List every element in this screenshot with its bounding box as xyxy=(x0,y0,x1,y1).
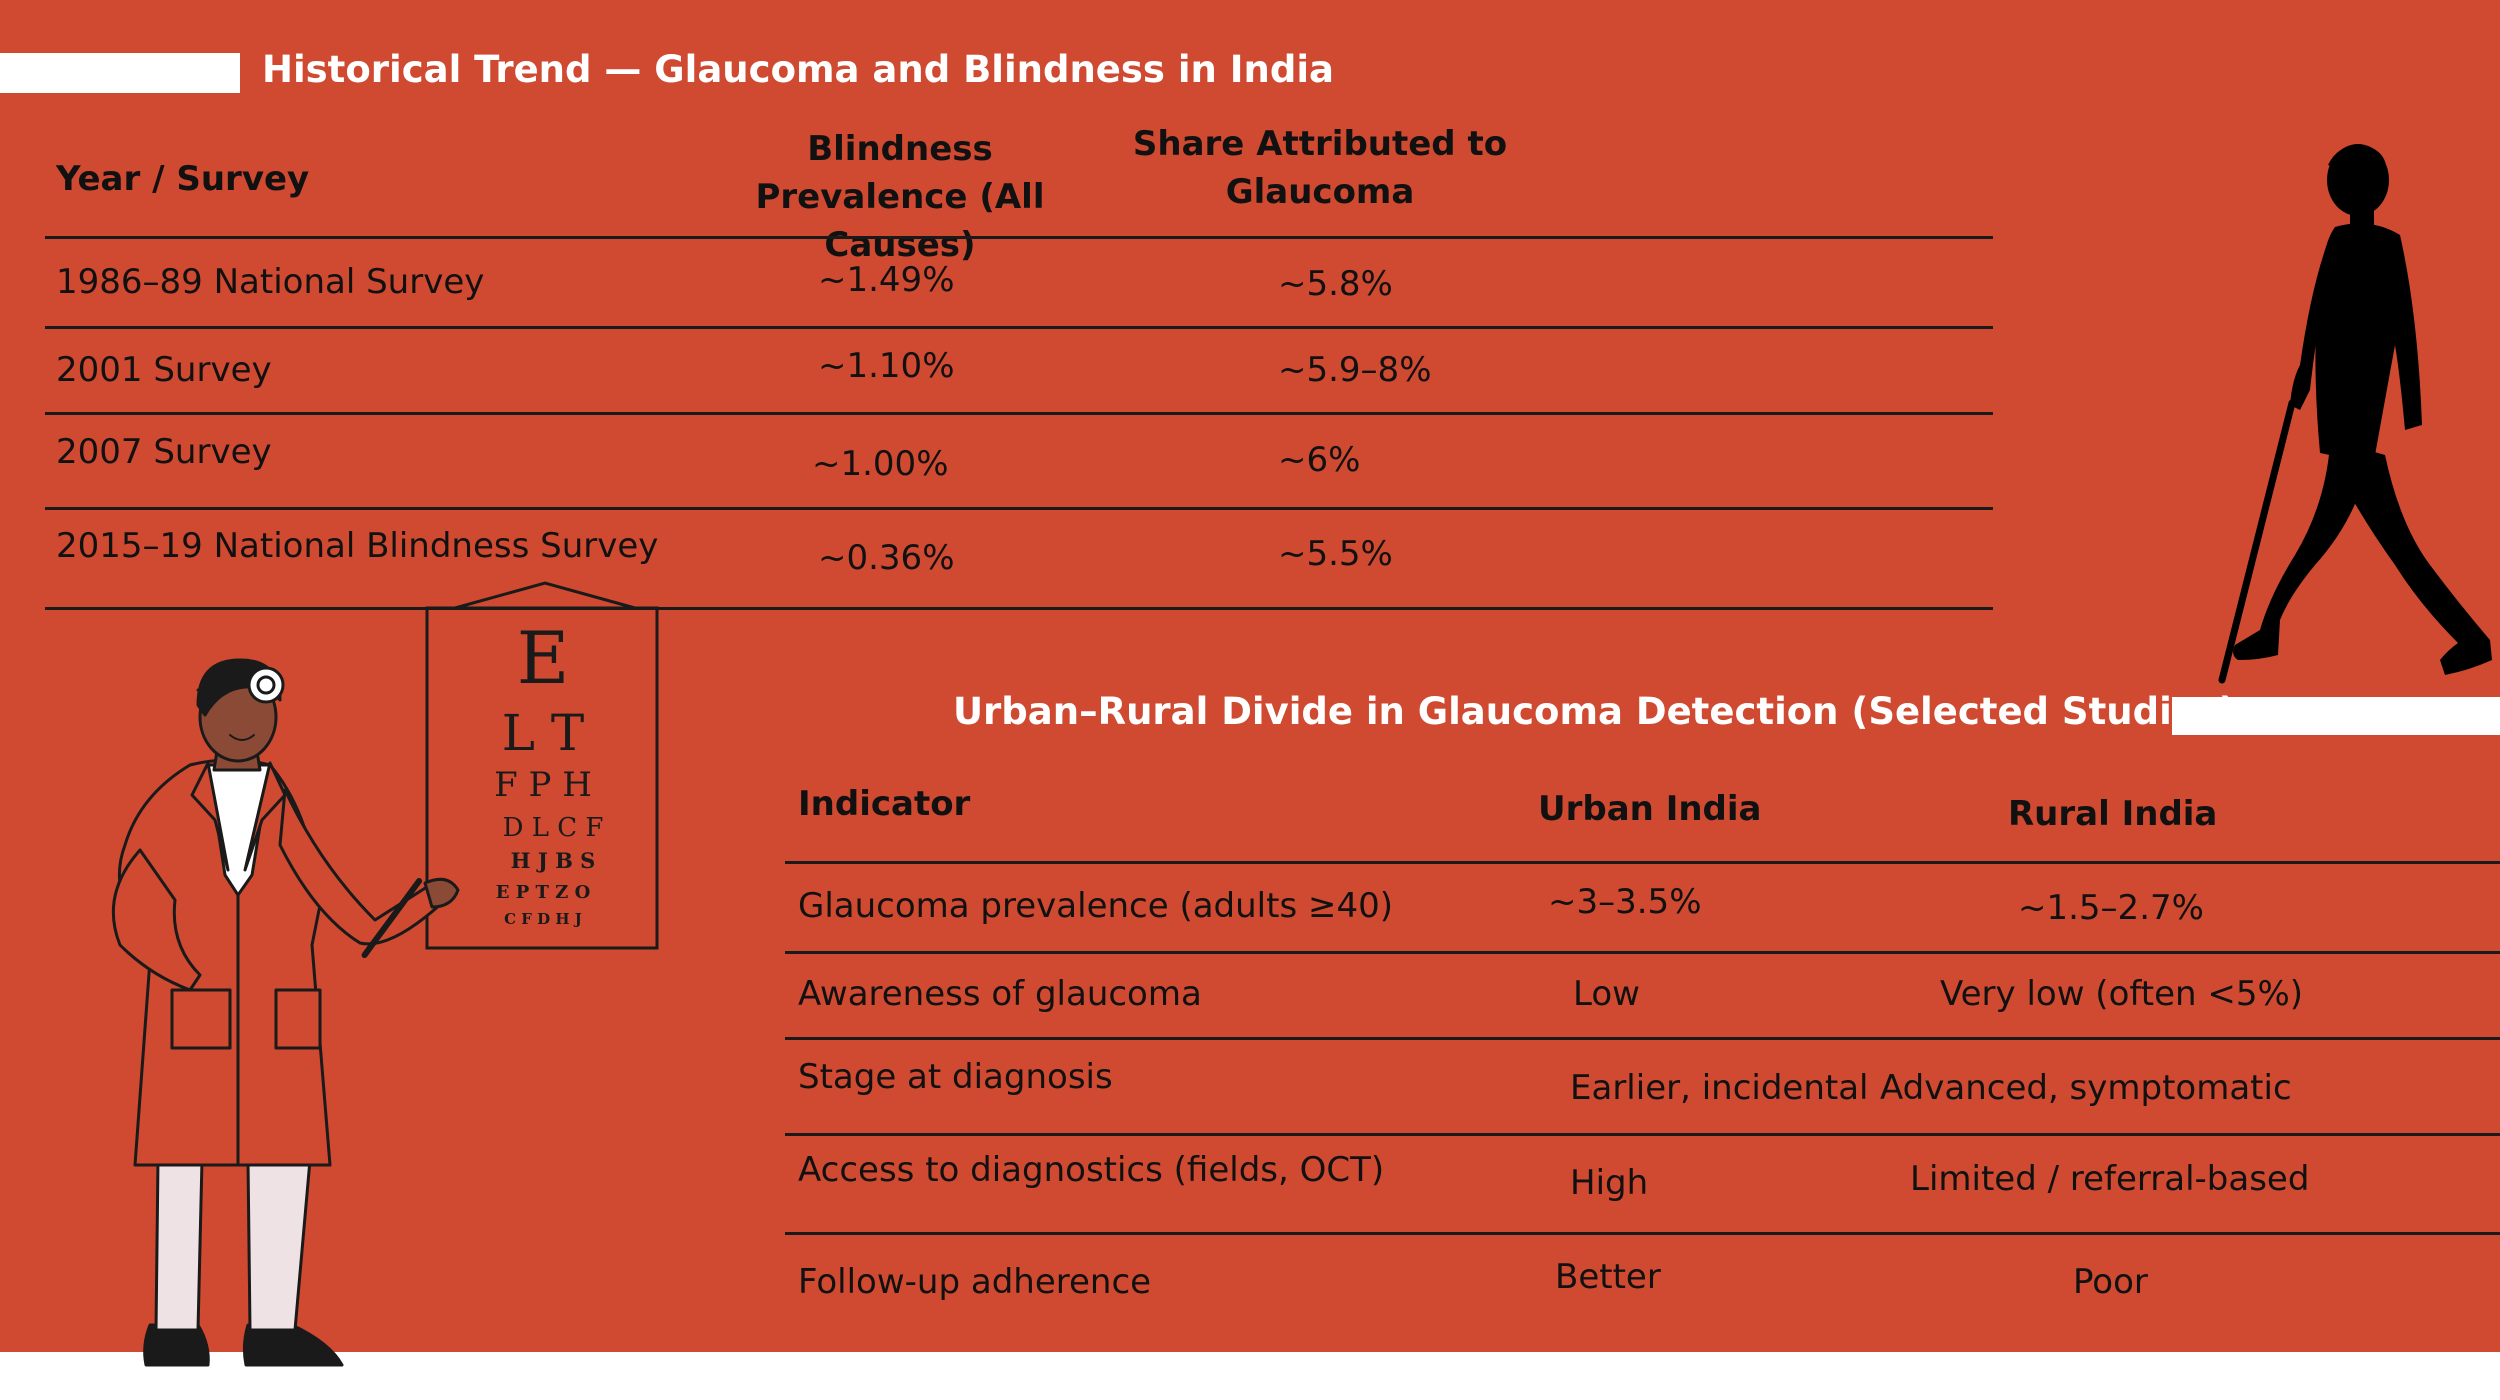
historical-title: Historical Trend — Glaucoma and Blindnes… xyxy=(262,48,1334,91)
historical-row-4-year: 2015–19 National Blindness Survey xyxy=(56,526,659,566)
urban-rural-row-5-urban: Better xyxy=(1555,1257,1661,1297)
doctor-illustration xyxy=(111,658,460,1367)
walking-man-silhouette xyxy=(2218,144,2492,684)
historical-row-3-prevalence: ~1.00% xyxy=(812,444,949,484)
urban-rural-row-rule xyxy=(785,1232,2500,1235)
historical-bottom-rule xyxy=(45,607,1993,610)
header-rural-india: Rural India xyxy=(2008,794,2218,834)
historical-row-4-prevalence: ~0.36% xyxy=(818,538,955,578)
eye-chart-row-2: L T xyxy=(502,704,584,762)
urban-rural-title: Urban–Rural Divide in Glaucoma Detection… xyxy=(953,690,2236,733)
historical-row-2-prevalence: ~1.10% xyxy=(818,346,955,386)
eye-chart-row-6: E P T Z O xyxy=(496,882,591,903)
historical-row-2-year: 2001 Survey xyxy=(56,350,272,390)
urban-rural-header-rule xyxy=(785,861,2500,864)
urban-rural-row-4-urban: High xyxy=(1570,1163,1649,1203)
urban-rural-row-3-indicator: Stage at diagnosis xyxy=(798,1057,1113,1097)
infographic-canvas: Historical Trend — Glaucoma and Blindnes… xyxy=(0,0,2500,1367)
urban-rural-row-3-urban: Earlier, incidental xyxy=(1570,1068,1869,1108)
title-accent-bar-left xyxy=(0,53,240,93)
urban-rural-row-rule xyxy=(785,1133,2500,1136)
eye-chart-row-3: F P H xyxy=(494,765,592,805)
walking-cane xyxy=(2218,399,2296,684)
historical-row-rule xyxy=(45,326,1993,329)
title-accent-bar-right xyxy=(2172,697,2500,735)
eye-chart-row-5: H J B S xyxy=(511,848,596,873)
urban-rural-row-4-rural: Limited / referral-based xyxy=(1910,1159,2310,1199)
header-urban-india: Urban India xyxy=(1538,789,1762,829)
historical-row-1-share: ~5.8% xyxy=(1278,264,1393,304)
eye-chart: E L T F P H D L C F H J B S E P T Z O C … xyxy=(425,581,659,950)
header-year-survey: Year / Survey xyxy=(56,159,310,199)
header-blindness-prevalence: Blindness Prevalence (All Causes) xyxy=(755,129,1045,265)
urban-rural-row-5-indicator: Follow-up adherence xyxy=(798,1262,1152,1302)
historical-row-2-share: ~5.9–8% xyxy=(1278,350,1432,390)
eye-chart-row-1: E xyxy=(517,616,570,700)
urban-rural-row-2-rural: Very low (often <5%) xyxy=(1940,974,2304,1014)
pointer-stick xyxy=(361,878,423,959)
historical-header-rule xyxy=(45,236,1993,239)
historical-row-rule xyxy=(45,507,1993,510)
historical-row-1-prevalence: ~1.49% xyxy=(818,260,955,300)
urban-rural-row-3-rural: Advanced, symptomatic xyxy=(1880,1068,2292,1108)
urban-rural-row-rule xyxy=(785,951,2500,954)
urban-rural-row-1-indicator: Glaucoma prevalence (adults ≥40) xyxy=(798,886,1393,926)
header-glaucoma-share: Share Attributed to Glaucoma xyxy=(1132,124,1508,212)
urban-rural-row-4-indicator: Access to diagnostics (fields, OCT) xyxy=(798,1150,1385,1190)
eye-chart-row-7: C F D H J xyxy=(504,910,582,928)
header-indicator: Indicator xyxy=(798,784,971,824)
urban-rural-row-2-indicator: Awareness of glaucoma xyxy=(798,974,1202,1014)
historical-row-3-year: 2007 Survey xyxy=(56,432,272,472)
eye-chart-row-4: D L C F xyxy=(503,813,604,843)
urban-rural-row-5-rural: Poor xyxy=(2073,1262,2148,1302)
historical-row-3-share: ~6% xyxy=(1278,440,1361,480)
historical-row-1-year: 1986–89 National Survey xyxy=(56,262,485,302)
urban-rural-row-1-rural: ~1.5–2.7% xyxy=(2018,888,2204,928)
historical-row-rule xyxy=(45,412,1993,415)
urban-rural-row-2-urban: Low xyxy=(1573,974,1640,1014)
historical-row-4-share: ~5.5% xyxy=(1278,534,1393,574)
urban-rural-row-1-urban: ~3–3.5% xyxy=(1548,882,1702,922)
urban-rural-row-rule xyxy=(785,1037,2500,1040)
